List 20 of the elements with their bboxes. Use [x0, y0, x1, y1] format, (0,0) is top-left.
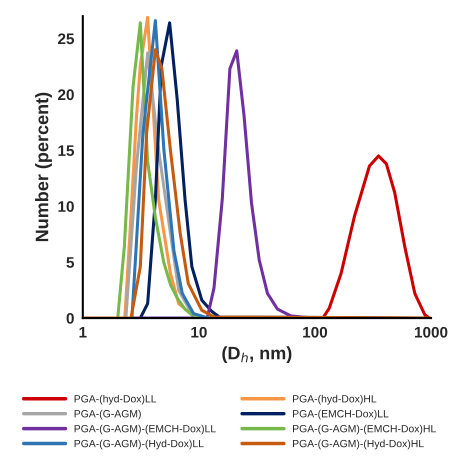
- x-tick-label: 10: [191, 326, 207, 338]
- y-axis-title: Number (percent): [35, 92, 52, 242]
- y-tick-label: 5: [66, 257, 74, 268]
- x-tick-label: 1: [80, 326, 87, 338]
- legend-label: PGA-(G-AGM)-(EMCH-Dox)LL: [74, 424, 216, 434]
- x-axis-title: (D$_{h}$, nm): [222, 346, 292, 364]
- y-tick-label: 0: [66, 312, 74, 324]
- legend-label: PGA-(G-AGM)-(EMCH-Dox)HL: [293, 424, 436, 434]
- legend-label: PGA-(hyd-Dox)HL: [293, 394, 376, 405]
- legend-label: PGA-(EMCH-Dox)LL: [293, 410, 388, 420]
- y-tick-label: 25: [58, 33, 74, 44]
- x-tick-label: 100: [303, 326, 328, 338]
- legend-label: PGA-(hyd-Dox)LL: [74, 394, 156, 405]
- x-tick-label: 1000: [414, 326, 448, 338]
- y-tick-label: 10: [58, 201, 74, 212]
- legend-label: PGA-(G-AGM): [74, 410, 141, 420]
- legend-label: PGA-(G-AGM)-(Hyd-Dox)LL: [74, 440, 204, 450]
- legend-label: PGA-(G-AGM)-(Hyd-Dox)HL: [293, 440, 424, 450]
- y-tick-label: 20: [58, 89, 74, 100]
- y-tick-label: 15: [58, 145, 74, 156]
